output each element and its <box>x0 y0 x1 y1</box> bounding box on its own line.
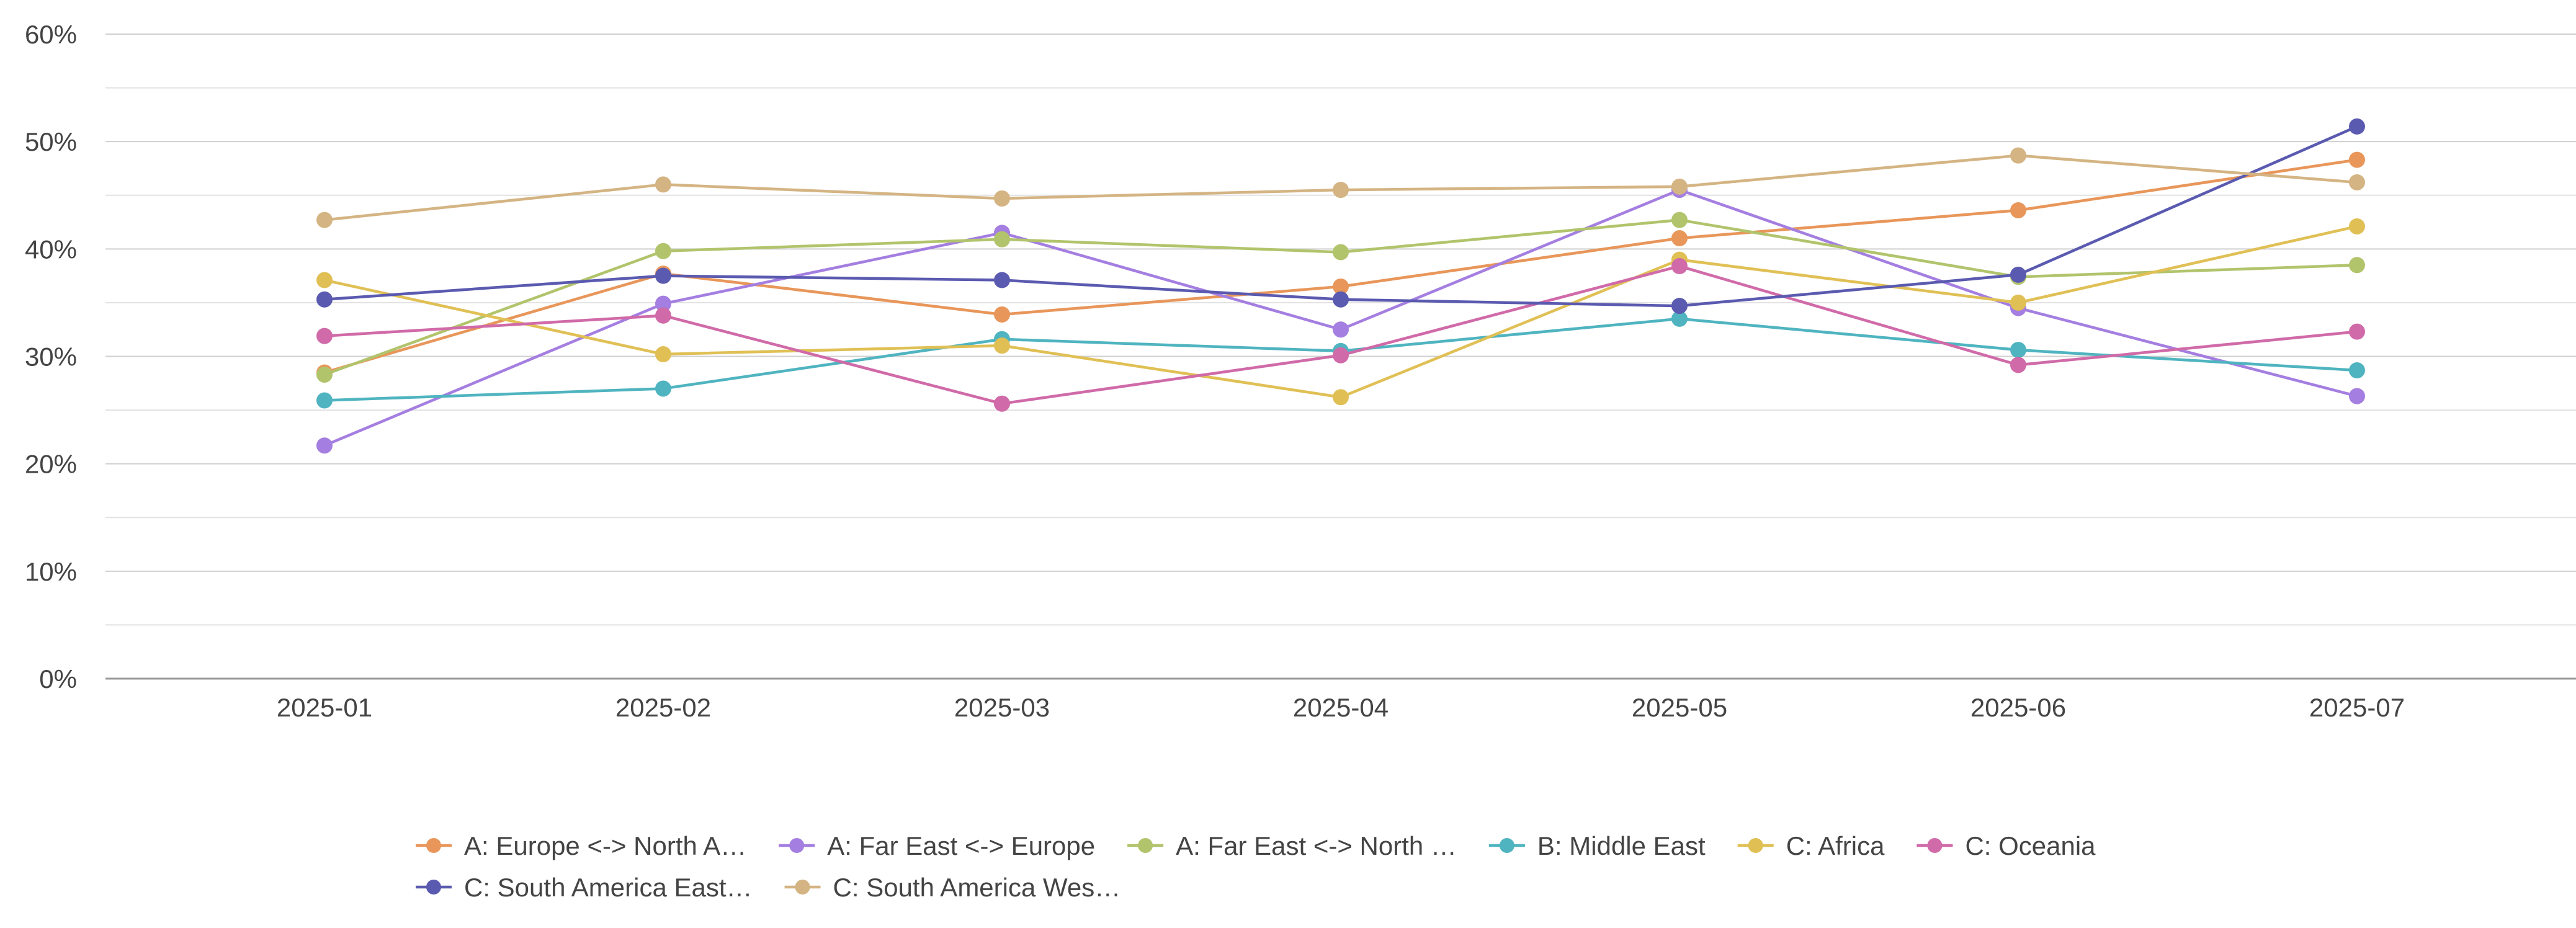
x-tick-label: 2025-02 <box>615 693 711 722</box>
data-point[interactable] <box>1333 278 1349 295</box>
legend-dot-marker <box>789 838 805 853</box>
data-point[interactable] <box>1671 212 1688 228</box>
series-group <box>316 118 2365 315</box>
legend-dot-marker <box>1927 838 1943 853</box>
data-point[interactable] <box>1333 291 1349 308</box>
data-point[interactable] <box>2349 323 2365 340</box>
series-lines <box>316 118 2365 454</box>
y-tick-label: 0% <box>39 664 77 694</box>
legend-item[interactable]: B: Middle East <box>1488 831 1706 860</box>
x-tick-label: 2025-01 <box>277 693 372 722</box>
data-point[interactable] <box>316 212 333 228</box>
data-point[interactable] <box>655 176 671 193</box>
x-tick-label: 2025-07 <box>2309 693 2405 722</box>
legend-dot-marker <box>426 838 441 853</box>
legend-label: C: South America Wes… <box>833 873 1121 902</box>
legend-label: B: Middle East <box>1537 831 1706 860</box>
x-tick-label: 2025-04 <box>1293 693 1389 722</box>
data-point[interactable] <box>1671 298 1688 315</box>
data-point[interactable] <box>2349 218 2365 234</box>
data-point[interactable] <box>1333 321 1349 338</box>
gridlines <box>105 33 2576 680</box>
data-point[interactable] <box>994 272 1010 288</box>
legend-item[interactable]: A: Far East <-> North … <box>1127 831 1457 860</box>
legend-dot-marker <box>795 880 810 895</box>
y-tick-label: 10% <box>25 557 77 586</box>
data-point[interactable] <box>316 366 333 383</box>
y-tick-label: 50% <box>25 127 77 156</box>
data-point[interactable] <box>2010 357 2026 373</box>
data-point[interactable] <box>1333 182 1349 199</box>
data-point[interactable] <box>655 380 671 397</box>
y-tick-label: 20% <box>25 450 77 479</box>
legend-dot-marker <box>1748 838 1763 853</box>
data-point[interactable] <box>2349 151 2365 168</box>
data-point[interactable] <box>994 395 1010 412</box>
x-tick-label: 2025-06 <box>1970 693 2066 722</box>
series-group <box>316 147 2365 228</box>
data-point[interactable] <box>1671 258 1688 275</box>
legend: A: Europe <-> North A… A: Far East <-> Eu… <box>416 831 2096 902</box>
legend-item[interactable]: A: Europe <-> North A… <box>416 831 746 860</box>
data-point[interactable] <box>2010 294 2026 311</box>
data-point[interactable] <box>316 437 333 454</box>
data-point[interactable] <box>2010 202 2026 218</box>
data-point[interactable] <box>655 243 671 259</box>
data-point[interactable] <box>994 306 1010 323</box>
x-tick-label: 2025-03 <box>954 693 1050 722</box>
y-tick-label: 40% <box>25 234 77 264</box>
data-point[interactable] <box>1671 178 1688 195</box>
legend-label: C: Africa <box>1786 831 1885 860</box>
y-axis-tick-labels: 0% 10% 20% 30% 40% 50% 60% <box>25 20 77 694</box>
legend-item[interactable]: C: South America Wes… <box>784 873 1121 902</box>
data-point[interactable] <box>2349 362 2365 379</box>
legend-label: A: Europe <-> North A… <box>464 831 746 860</box>
x-tick-label: 2025-05 <box>1632 693 1727 722</box>
legend-dot-marker <box>1138 838 1153 853</box>
legend-label: A: Far East <-> Europe <box>827 831 1095 860</box>
data-point[interactable] <box>1333 244 1349 261</box>
data-point[interactable] <box>1333 347 1349 364</box>
data-point[interactable] <box>316 272 333 288</box>
legend-item[interactable]: C: Oceania <box>1916 831 2096 860</box>
data-point[interactable] <box>994 190 1010 207</box>
data-point[interactable] <box>2349 388 2365 404</box>
legend-dot-marker <box>1499 838 1514 853</box>
legend-item[interactable]: A: Far East <-> Europe <box>779 831 1095 860</box>
data-point[interactable] <box>2349 257 2365 274</box>
legend-label: C: Oceania <box>1965 831 2096 860</box>
data-point[interactable] <box>316 291 333 308</box>
data-point[interactable] <box>1671 310 1688 327</box>
data-point[interactable] <box>2010 147 2026 164</box>
data-point[interactable] <box>994 231 1010 248</box>
legend-label: C: South America East… <box>464 873 753 902</box>
x-axis-tick-labels: 2025-01 2025-02 2025-03 2025-04 2025-05 2025-… <box>277 693 2405 722</box>
data-point[interactable] <box>2349 118 2365 135</box>
data-point[interactable] <box>2010 342 2026 359</box>
data-point[interactable] <box>994 337 1010 354</box>
data-point[interactable] <box>655 307 671 324</box>
legend-item[interactable]: C: South America East… <box>416 873 753 902</box>
data-point[interactable] <box>316 328 333 344</box>
y-tick-label: 30% <box>25 342 77 372</box>
series-group <box>316 258 2365 412</box>
y-tick-label: 60% <box>25 20 77 49</box>
legend-item[interactable]: C: Africa <box>1737 831 1885 860</box>
data-point[interactable] <box>655 346 671 363</box>
data-point[interactable] <box>655 295 671 312</box>
data-point[interactable] <box>2349 174 2365 190</box>
legend-label: A: Far East <-> North … <box>1176 831 1457 860</box>
data-point[interactable] <box>1333 389 1349 406</box>
data-point[interactable] <box>655 267 671 284</box>
legend-dot-marker <box>426 880 441 895</box>
data-point[interactable] <box>1671 230 1688 247</box>
data-point[interactable] <box>316 392 333 409</box>
data-point[interactable] <box>2010 266 2026 283</box>
